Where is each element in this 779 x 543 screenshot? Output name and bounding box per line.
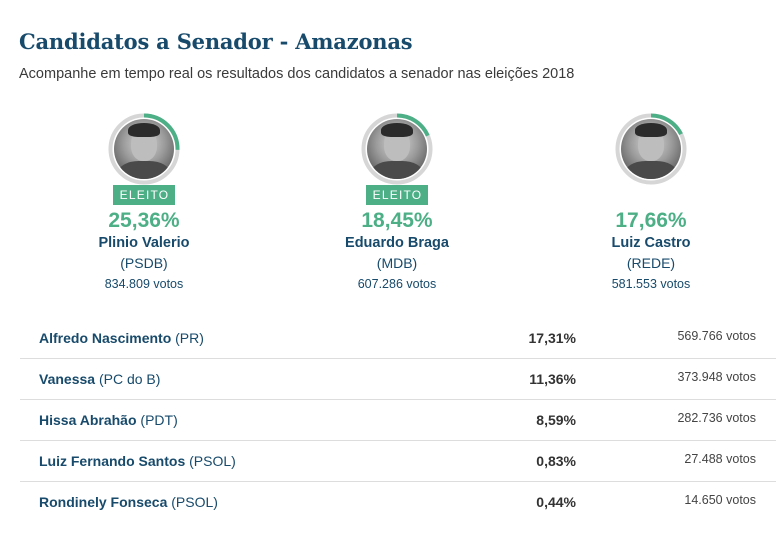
- row-votes: 282.736 votos: [677, 411, 756, 425]
- row-candidate: Rondinely Fonseca (PSOL): [39, 494, 218, 510]
- candidate-party: (PSDB): [120, 255, 168, 271]
- vote-share-ring: [614, 112, 688, 186]
- page-title: Candidatos a Senador - Amazonas: [19, 29, 413, 54]
- row-percent: 17,31%: [528, 330, 576, 346]
- progress-ring: [615, 113, 687, 185]
- row-votes: 14.650 votos: [684, 493, 756, 507]
- row-percent: 8,59%: [536, 412, 576, 428]
- table-row: Hissa Abrahão (PDT) 8,59% 282.736 votos: [20, 400, 776, 441]
- progress-ring: [361, 113, 433, 185]
- ring-progress-arc: [108, 113, 180, 185]
- candidate-name: Luiz Castro: [611, 235, 691, 251]
- row-votes: 27.488 votos: [684, 452, 756, 466]
- table-row: Vanessa (PC do B) 11,36% 373.948 votos: [20, 359, 776, 400]
- table-row: Luiz Fernando Santos (PSOL) 0,83% 27.488…: [20, 441, 776, 482]
- row-votes: 373.948 votos: [677, 370, 756, 384]
- candidate-photo: [367, 119, 427, 179]
- row-percent: 11,36%: [529, 371, 576, 387]
- candidate-percent: 18,45%: [361, 209, 433, 232]
- table-row: Alfredo Nascimento (PR) 17,31% 569.766 v…: [20, 318, 776, 359]
- top-candidate-card: 17,66% Luiz Castro (REDE) 581.553 votos: [561, 112, 741, 295]
- row-name: Vanessa: [39, 371, 96, 387]
- elected-badge: ELEITO: [365, 185, 429, 205]
- row-percent: 0,83%: [536, 453, 576, 469]
- candidate-party: (MDB): [376, 255, 418, 271]
- candidate-votes: 834.809 votos: [104, 277, 184, 291]
- vote-share-ring: [107, 112, 181, 186]
- row-name: Alfredo Nascimento: [39, 330, 172, 346]
- candidate-party: (REDE): [626, 255, 676, 271]
- candidate-votes: 581.553 votos: [611, 277, 691, 291]
- page-subtitle: Acompanhe em tempo real os resultados do…: [19, 66, 575, 82]
- ring-progress-arc: [615, 113, 687, 185]
- row-votes: 569.766 votos: [677, 329, 756, 343]
- row-name: Luiz Fernando Santos: [39, 453, 186, 469]
- progress-ring: [108, 113, 180, 185]
- row-party: (PSOL): [171, 494, 218, 510]
- candidate-name: Eduardo Braga: [345, 235, 449, 251]
- top-candidate-card: ELEITO 25,36% Plinio Valerio (PSDB) 834.…: [54, 112, 234, 295]
- row-candidate: Luiz Fernando Santos (PSOL): [39, 453, 236, 469]
- candidate-photo: [621, 119, 681, 179]
- candidate-percent: 25,36%: [108, 209, 180, 232]
- row-party: (PSOL): [189, 453, 236, 469]
- candidate-photo: [114, 119, 174, 179]
- elected-badge: ELEITO: [112, 185, 176, 205]
- candidate-votes: 607.286 votos: [357, 277, 437, 291]
- row-percent: 0,44%: [536, 494, 576, 510]
- row-name: Rondinely Fonseca: [39, 494, 168, 510]
- row-party: (PR): [175, 330, 204, 346]
- row-name: Hissa Abrahão: [39, 412, 137, 428]
- row-candidate: Vanessa (PC do B): [39, 371, 160, 387]
- candidate-percent: 17,66%: [615, 209, 687, 232]
- vote-share-ring: [360, 112, 434, 186]
- row-candidate: Alfredo Nascimento (PR): [39, 330, 204, 346]
- top-candidate-card: ELEITO 18,45% Eduardo Braga (MDB) 607.28…: [307, 112, 487, 295]
- row-candidate: Hissa Abrahão (PDT): [39, 412, 178, 428]
- table-row: Rondinely Fonseca (PSOL) 0,44% 14.650 vo…: [20, 482, 776, 522]
- row-party: (PC do B): [98, 371, 161, 387]
- candidates-table: Alfredo Nascimento (PR) 17,31% 569.766 v…: [20, 318, 776, 522]
- candidate-name: Plinio Valerio: [98, 235, 190, 251]
- ring-progress-arc: [361, 113, 433, 185]
- row-party: (PDT): [140, 412, 178, 428]
